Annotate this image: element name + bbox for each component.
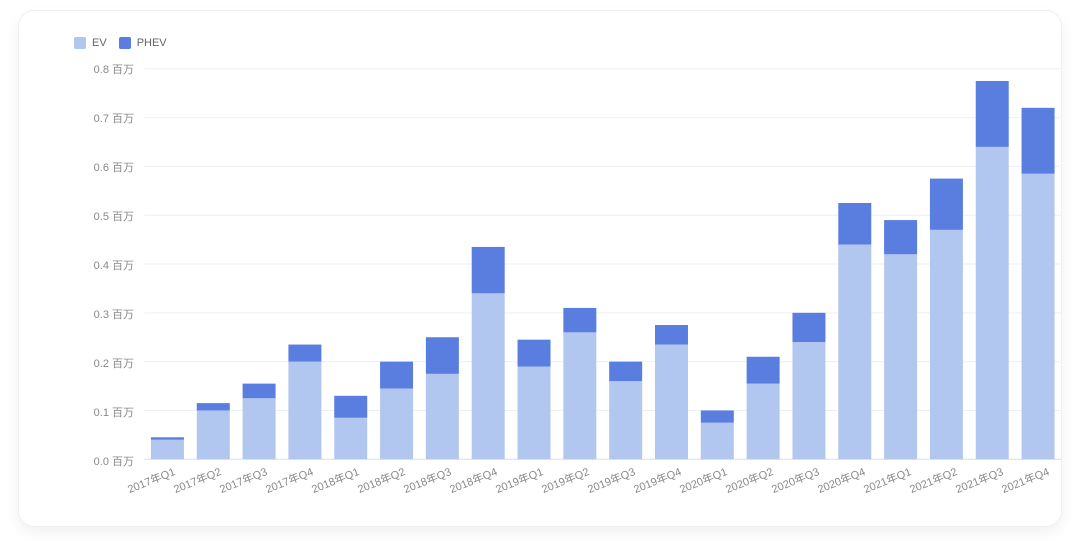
bar-phev[interactable]: [151, 437, 184, 439]
y-tick-label: 0.4 百万: [94, 257, 134, 273]
bar-phev[interactable]: [609, 362, 642, 382]
bar-phev[interactable]: [701, 410, 734, 422]
bar-phev[interactable]: [1022, 108, 1055, 174]
y-tick-label: 0.2 百万: [94, 355, 134, 371]
bar-ev[interactable]: [792, 342, 825, 459]
bar-phev[interactable]: [288, 345, 321, 362]
bar-phev[interactable]: [884, 220, 917, 254]
bar-phev[interactable]: [930, 179, 963, 230]
bar-phev[interactable]: [380, 362, 413, 389]
bar-ev[interactable]: [472, 293, 505, 459]
chart-svg: [19, 11, 1061, 526]
stacked-bar-chart: 0.0 百万 0.1 百万 0.2 百万 0.3 百万 0.4 百万 0.5 百万 0.6 …: [19, 11, 1061, 526]
y-tick-label: 0.6 百万: [94, 159, 134, 175]
chart-card: EV PHEV 0.0 百万0.1 百万0.2 百万0.3 百万0.4 百万0.…: [18, 10, 1062, 527]
bar-phev[interactable]: [334, 396, 367, 418]
bar-ev[interactable]: [563, 332, 596, 459]
bar-phev[interactable]: [655, 325, 688, 345]
bar-phev[interactable]: [243, 384, 276, 399]
bar-phev[interactable]: [197, 403, 230, 410]
y-tick-label: 0.5 百万: [94, 208, 134, 224]
bar-ev[interactable]: [1022, 174, 1055, 460]
bar-ev[interactable]: [655, 345, 688, 460]
bar-ev[interactable]: [197, 410, 230, 459]
y-tick-label: 0.3 百万: [94, 306, 134, 322]
bar-ev[interactable]: [151, 440, 184, 460]
bar-ev[interactable]: [380, 388, 413, 459]
bar-ev[interactable]: [334, 418, 367, 459]
bar-ev[interactable]: [701, 423, 734, 460]
bar-ev[interactable]: [976, 147, 1009, 459]
bar-ev[interactable]: [288, 362, 321, 460]
bar-phev[interactable]: [518, 340, 551, 367]
bar-ev[interactable]: [747, 384, 780, 460]
y-tick-label: 0.7 百万: [94, 110, 134, 126]
y-tick-label: 0.1 百万: [94, 404, 134, 420]
bar-phev[interactable]: [747, 357, 780, 384]
bar-phev[interactable]: [472, 247, 505, 293]
bar-phev[interactable]: [563, 308, 596, 332]
y-tick-label: 0.0 百万: [94, 453, 134, 469]
bar-phev[interactable]: [838, 203, 871, 244]
bar-ev[interactable]: [609, 381, 642, 459]
bar-phev[interactable]: [976, 81, 1009, 147]
bar-phev[interactable]: [792, 313, 825, 342]
bar-ev[interactable]: [930, 230, 963, 459]
bar-phev[interactable]: [426, 337, 459, 374]
bar-ev[interactable]: [884, 254, 917, 459]
y-tick-label: 0.8 百万: [94, 61, 134, 77]
bar-ev[interactable]: [243, 398, 276, 459]
bar-ev[interactable]: [518, 367, 551, 460]
bar-ev[interactable]: [838, 244, 871, 459]
bar-ev[interactable]: [426, 374, 459, 459]
